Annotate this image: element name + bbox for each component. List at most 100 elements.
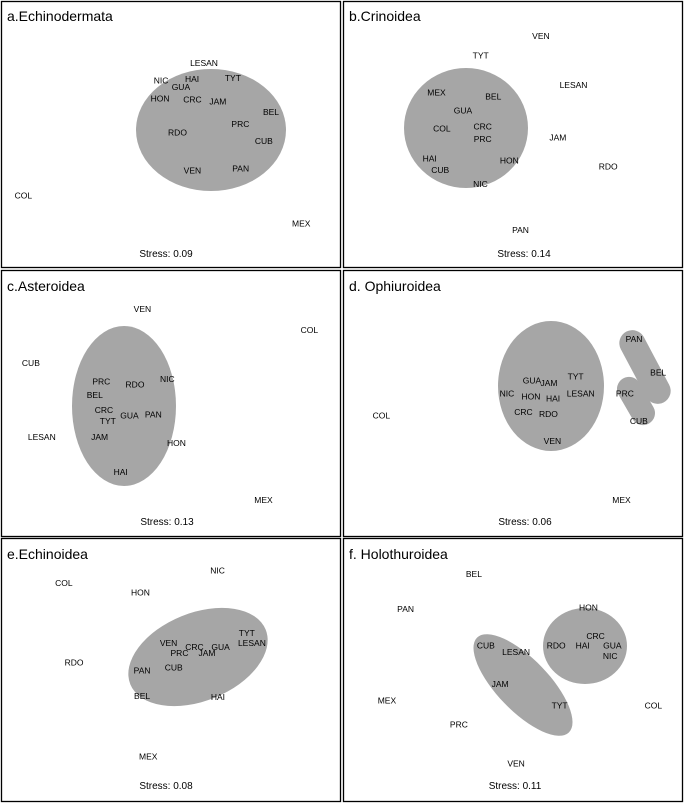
point-mex: MEX [427, 87, 446, 97]
stress-value: Stress: 0.06 [498, 517, 552, 528]
point-prc: PRC [616, 389, 634, 399]
point-tyt: TYT [473, 51, 489, 61]
point-hai: HAI [546, 394, 560, 404]
point-ven: VEN [184, 166, 201, 176]
panel-title: c.Asteroidea [7, 278, 85, 294]
point-labels: BEL PAN HON CRC CUB RDO HAI GUA LESAN NIC JAM MEX TY… [378, 569, 663, 769]
point-crc: CRC [95, 405, 113, 415]
point-nic: NIC [473, 179, 488, 189]
point-gua: GUA [211, 642, 230, 652]
point-col: COL [433, 124, 451, 134]
point-bel: BEL [263, 107, 279, 117]
point-ven: VEN [507, 759, 524, 769]
point-cub: CUB [255, 136, 273, 146]
group-ellipse-large [473, 634, 573, 736]
panel-title: a.Echinodermata [7, 8, 113, 24]
point-hai: HAI [423, 154, 437, 164]
point-rdo: RDO [539, 409, 558, 419]
stress-value: Stress: 0.13 [140, 517, 194, 528]
point-prc: PRC [171, 648, 189, 658]
point-labels: NIC COL HON TYT VEN LESAN CRC GUA PRC JAM RDO CUB PA… [55, 566, 266, 762]
point-labels: VEN COL CUB PRC RDO NIC BEL CRC GUA PAN TYT LESAN JA… [22, 304, 318, 505]
point-crc: CRC [473, 122, 491, 132]
point-bel: BEL [466, 569, 482, 579]
point-ven: VEN [544, 436, 561, 446]
point-cub: CUB [477, 641, 495, 651]
point-mex: MEX [139, 751, 158, 761]
point-bel: BEL [134, 691, 150, 701]
point-col: COL [301, 325, 319, 335]
point-crc: CRC [185, 642, 203, 652]
point-nic: NIC [160, 374, 175, 384]
point-pan: PAN [626, 334, 643, 344]
stress-value: Stress: 0.08 [139, 781, 193, 792]
point-crc: CRC [586, 631, 604, 641]
point-cub: CUB [165, 662, 183, 672]
stress-value: Stress: 0.14 [497, 249, 551, 260]
point-hai: HAI [185, 74, 199, 84]
point-hon: HON [579, 602, 598, 612]
point-hon: HON [522, 392, 541, 402]
point-prc: PRC [231, 119, 249, 129]
point-rdo: RDO [168, 127, 187, 137]
point-bel: BEL [650, 368, 666, 378]
group-capsule-prc-cub [617, 376, 655, 426]
point-hon: HON [167, 438, 186, 448]
point-cub: CUB [22, 358, 40, 368]
point-pan: PAN [397, 604, 414, 614]
point-mex: MEX [378, 696, 397, 706]
panel-holothuroidea: f. Holothuroidea BEL PAN HON CRC CUB RDO HAI GU… [342, 537, 684, 803]
point-lesan: LESAN [502, 647, 530, 657]
group-capsule-pan-bel [619, 330, 671, 404]
point-jam: JAM [549, 132, 566, 142]
point-tyt: TYT [552, 701, 568, 711]
point-gua: GUA [454, 106, 473, 116]
point-jam: JAM [492, 679, 509, 689]
group-ellipse [72, 326, 176, 486]
point-col: COL [645, 701, 663, 711]
point-jam: JAM [541, 378, 558, 388]
point-jam: JAM [209, 96, 226, 106]
stress-value: Stress: 0.09 [139, 249, 193, 260]
point-hai: HAI [211, 692, 225, 702]
point-rdo: RDO [65, 657, 84, 667]
point-ven: VEN [160, 638, 177, 648]
point-pan: PAN [134, 666, 151, 676]
point-gua: GUA [120, 411, 139, 421]
group-ellipse [498, 321, 604, 451]
point-jam: JAM [91, 432, 108, 442]
point-crc: CRC [183, 94, 201, 104]
group-ellipse [128, 607, 268, 707]
point-ven: VEN [134, 304, 151, 314]
point-hon: HON [131, 587, 150, 597]
point-labels: PAN BEL TYT GUA JAM NIC HON HAI LESAN PRC CRC RDO CO… [373, 334, 667, 505]
point-pan: PAN [512, 225, 529, 235]
point-bel: BEL [87, 390, 103, 400]
point-hon: HON [151, 94, 170, 104]
point-nic: NIC [603, 651, 618, 661]
point-hai: HAI [114, 467, 128, 477]
point-lesan: LESAN [567, 389, 595, 399]
point-hai: HAI [576, 641, 590, 651]
point-col: COL [55, 578, 73, 588]
point-rdo: RDO [126, 380, 145, 390]
panel-asteroidea: c.Asteroidea VEN COL CUB PRC RDO NIC BEL CRC GUA… [0, 269, 342, 538]
point-mex: MEX [292, 218, 311, 228]
stress-value: Stress: 0.11 [489, 781, 542, 792]
point-nic: NIC [154, 75, 169, 85]
point-prc: PRC [474, 134, 492, 144]
panel-echinoidea: e.Echinoidea NIC COL HON TYT VEN LESAN CRC GUA P… [0, 537, 342, 803]
point-pan: PAN [232, 163, 249, 173]
point-tyt: TYT [568, 371, 584, 381]
point-gua: GUA [523, 375, 542, 385]
point-cub: CUB [630, 416, 648, 426]
point-lesan: LESAN [28, 432, 56, 442]
panel-ophiuroidea: d. Ophiuroidea PAN BEL TYT GUA JAM NIC HON HAI L… [342, 269, 684, 538]
point-rdo: RDO [547, 641, 566, 651]
point-mex: MEX [612, 495, 631, 505]
point-col: COL [15, 190, 33, 200]
